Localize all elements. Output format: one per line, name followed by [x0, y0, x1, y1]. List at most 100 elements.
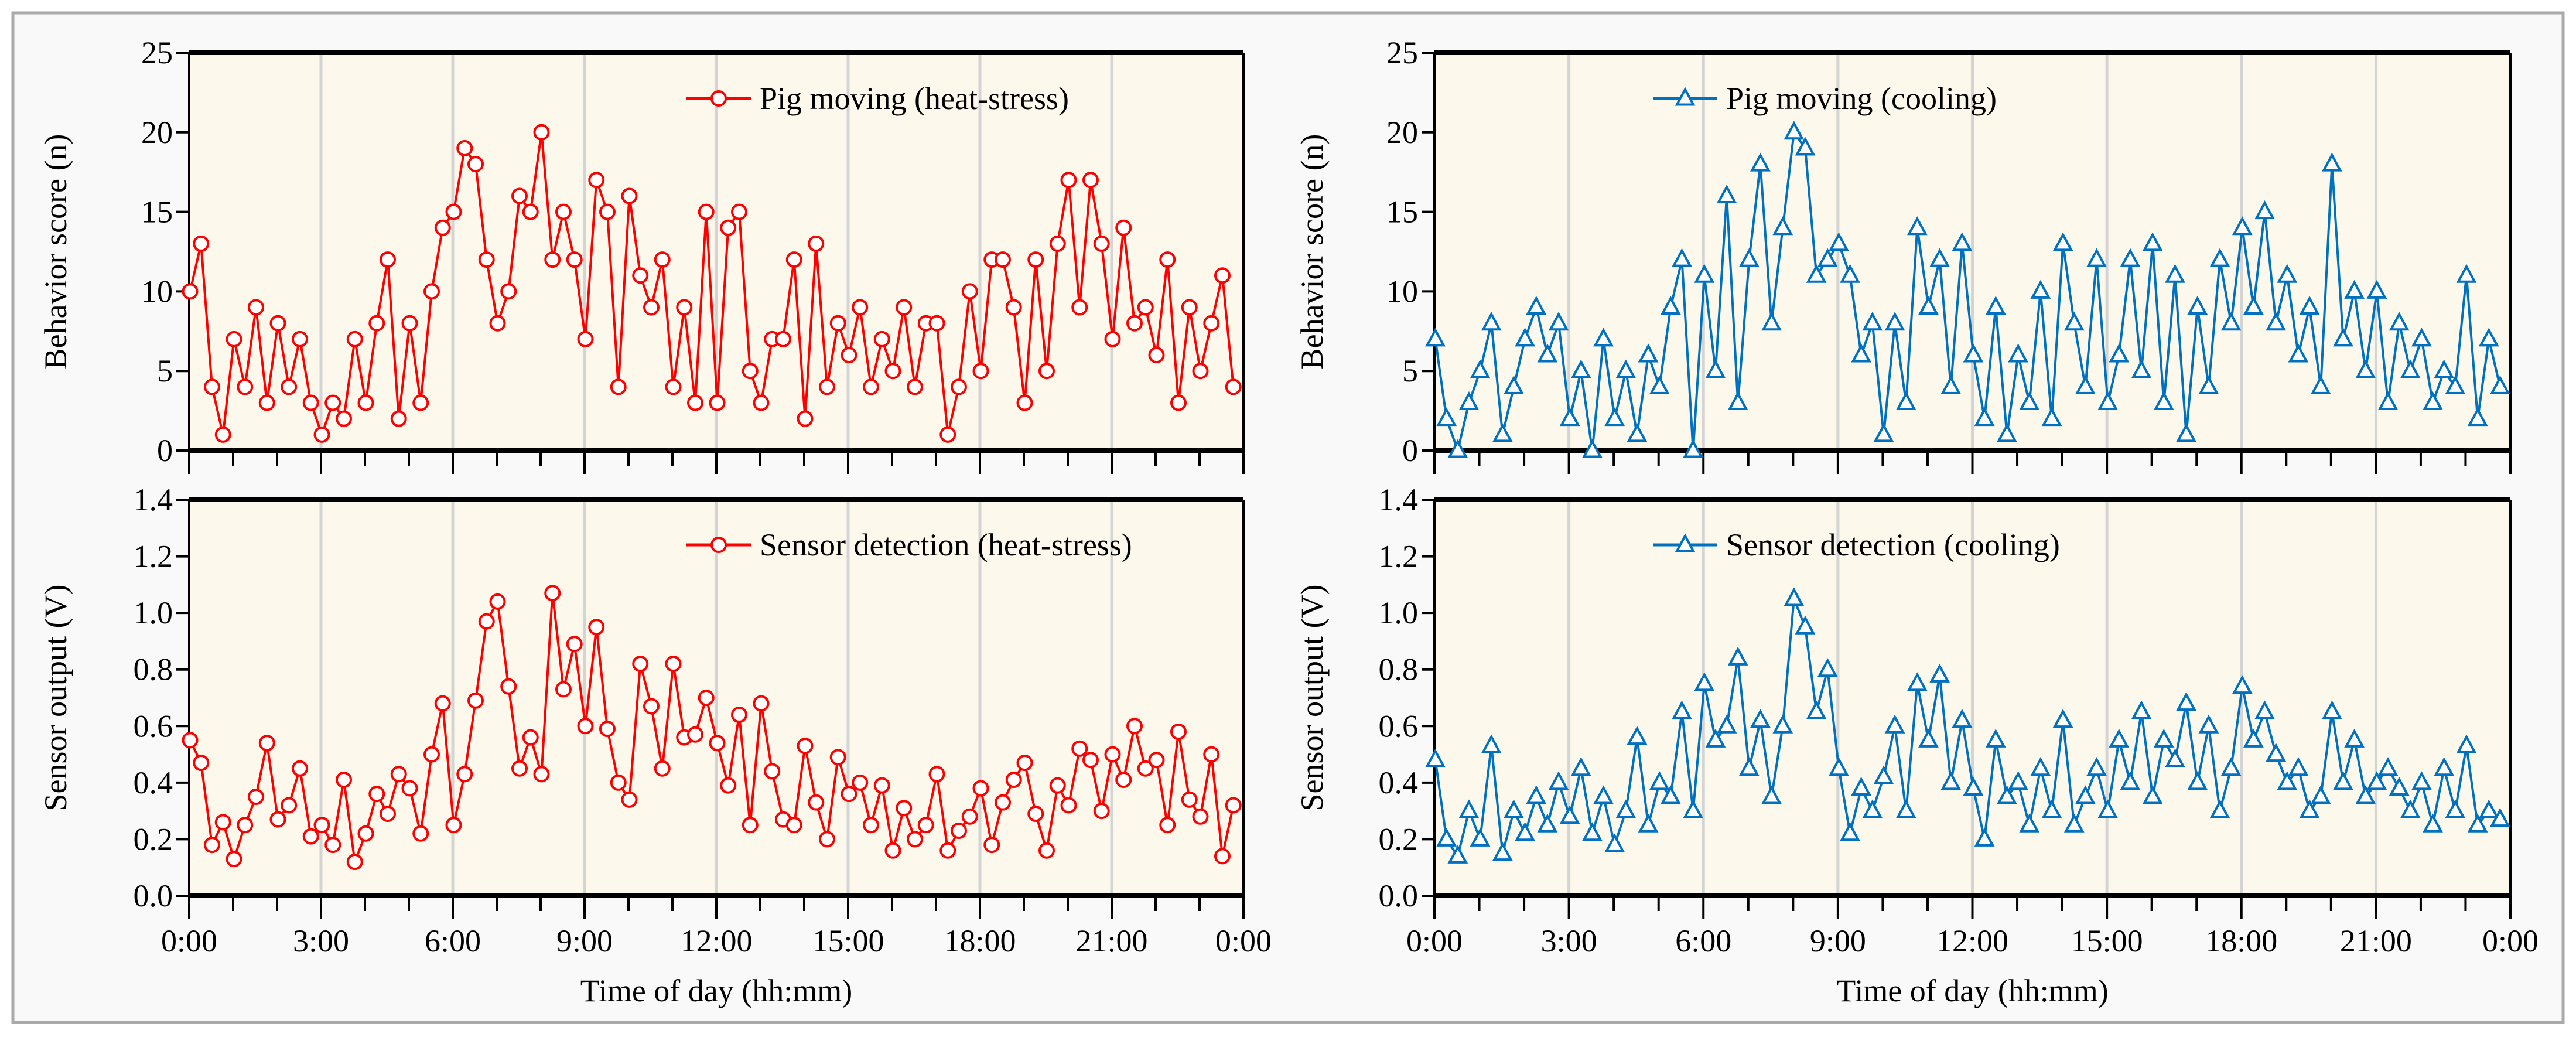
data-point: [2478, 799, 2499, 818]
data-point: [2220, 312, 2242, 331]
data-point: [2411, 771, 2432, 790]
data-point: [1918, 295, 1939, 315]
data-point: [1761, 312, 1782, 331]
data-point: [610, 378, 627, 395]
data-point: [2142, 232, 2163, 251]
data-point: [1049, 777, 1066, 794]
data-point: [1060, 172, 1077, 189]
data-point: [2423, 391, 2443, 411]
data-point: [445, 203, 462, 220]
data-point: [2277, 771, 2298, 790]
data-point: [1683, 799, 1704, 818]
data-point: [2063, 813, 2085, 833]
data-point: [2266, 742, 2287, 762]
data-point: [1447, 439, 1468, 458]
y-tick-label: 0.0: [1379, 878, 1419, 913]
data-point: [621, 791, 638, 808]
y-tick-label: 1.4: [1379, 482, 1419, 517]
data-point: [204, 837, 220, 854]
data-point: [1851, 343, 1872, 363]
data-point: [896, 299, 913, 316]
data-point: [2478, 328, 2499, 347]
data-point: [720, 219, 737, 236]
data-point: [214, 814, 231, 831]
data-point: [654, 760, 671, 777]
legend: Sensor detection (cooling): [1653, 527, 2060, 562]
data-point: [1104, 746, 1121, 763]
data-point: [1082, 752, 1099, 769]
data-point: [2232, 216, 2253, 236]
data-point: [2467, 813, 2488, 833]
data-point: [2220, 757, 2242, 776]
data-point: [983, 837, 1000, 854]
data-point: [2165, 748, 2185, 767]
data-point: [1203, 315, 1220, 332]
data-point: [1952, 232, 1973, 251]
data-point: [522, 729, 539, 746]
y-tick-label: 0.8: [1379, 652, 1419, 687]
data-point: [2490, 808, 2510, 827]
data-point: [785, 251, 802, 268]
data-point: [2063, 312, 2085, 331]
data-point: [588, 172, 605, 189]
data-point: [1038, 842, 1055, 859]
data-point: [390, 410, 407, 427]
series-line: [189, 132, 1235, 438]
data-point: [2165, 264, 2185, 283]
data-point: [237, 817, 254, 834]
data-point: [841, 347, 857, 364]
legend-marker: [1675, 533, 1696, 552]
data-point: [423, 283, 440, 300]
data-point: [1895, 799, 1916, 818]
data-point: [1458, 391, 1480, 411]
data-point: [2109, 728, 2130, 748]
data-point: [1559, 407, 1580, 427]
data-point: [2086, 757, 2107, 776]
data-point: [380, 805, 396, 822]
data-point: [2310, 375, 2331, 394]
data-point: [1884, 714, 1905, 734]
data-point: [2109, 343, 2130, 363]
data-point: [1862, 312, 1883, 331]
data-point: [797, 410, 814, 427]
data-point: [951, 378, 967, 395]
data-point: [336, 772, 352, 789]
data-point: [720, 777, 737, 794]
data-point: [1963, 776, 1984, 796]
data-point: [961, 283, 978, 300]
data-point: [204, 378, 220, 395]
data-point: [2075, 785, 2096, 804]
data-point: [665, 656, 682, 673]
data-point: [500, 678, 517, 695]
data-point: [2456, 264, 2477, 283]
data-point: [961, 808, 978, 825]
data-point: [1027, 251, 1044, 268]
data-point: [764, 763, 781, 780]
data-point: [687, 726, 703, 743]
data-point: [1873, 423, 1894, 442]
x-tick-label: 3:00: [1541, 923, 1597, 958]
data-point: [1840, 264, 1860, 283]
data-point: [269, 811, 286, 828]
data-point: [1515, 822, 1535, 841]
data-point: [1071, 299, 1088, 316]
data-point: [1918, 728, 1939, 748]
data-point: [2310, 785, 2331, 804]
data-point: [1504, 799, 1524, 818]
data-point: [478, 251, 495, 268]
data-point: [1436, 407, 1457, 427]
x-tick-label: 15:00: [2071, 923, 2143, 958]
data-point: [995, 794, 1011, 811]
data-point: [533, 124, 550, 141]
data-point: [1862, 799, 1883, 818]
data-point: [1492, 841, 1513, 861]
data-point: [1772, 714, 1793, 734]
data-point: [1672, 248, 1692, 267]
data-point: [1997, 785, 2017, 804]
x-tick-label: 12:00: [680, 923, 752, 958]
data-point: [1829, 232, 1849, 251]
data-point: [1436, 827, 1457, 847]
data-point: [292, 760, 308, 777]
data-point: [2355, 359, 2376, 378]
